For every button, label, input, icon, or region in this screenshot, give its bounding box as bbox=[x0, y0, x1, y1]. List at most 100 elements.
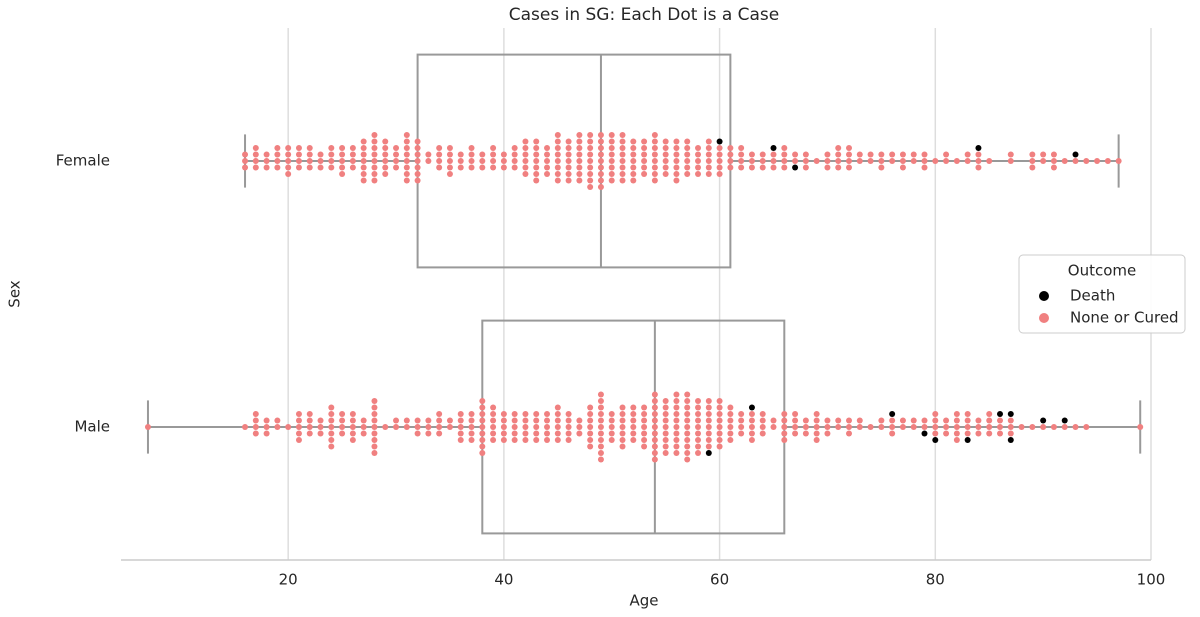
case-dot bbox=[727, 404, 734, 411]
case-dot bbox=[565, 177, 572, 184]
case-dot bbox=[382, 171, 389, 177]
case-dot bbox=[425, 158, 432, 164]
case-dot bbox=[479, 443, 486, 450]
case-dot bbox=[393, 417, 400, 424]
case-dot bbox=[846, 158, 853, 164]
case-dot bbox=[975, 158, 982, 164]
case-dot bbox=[846, 145, 853, 151]
case-dot bbox=[587, 411, 594, 417]
case-dot bbox=[468, 430, 475, 437]
case-dot bbox=[597, 184, 604, 190]
case-dot bbox=[651, 430, 658, 437]
case-dot bbox=[846, 417, 853, 424]
legend-label: Death bbox=[1070, 287, 1115, 305]
case-dot bbox=[306, 145, 313, 151]
case-dot bbox=[975, 145, 982, 151]
case-dot bbox=[608, 151, 615, 158]
legend-label: None or Cured bbox=[1070, 309, 1179, 327]
case-dot bbox=[295, 411, 302, 417]
case-dot bbox=[684, 398, 691, 404]
case-dot bbox=[371, 171, 378, 177]
case-dot bbox=[554, 417, 561, 424]
case-dot bbox=[695, 417, 702, 424]
case-dot bbox=[953, 158, 960, 164]
case-dot bbox=[252, 424, 259, 430]
case-dot bbox=[824, 424, 831, 430]
case-dot bbox=[371, 177, 378, 184]
case-dot bbox=[619, 404, 626, 411]
case-dot bbox=[587, 138, 594, 145]
case-dot bbox=[630, 171, 637, 177]
case-dot bbox=[716, 164, 723, 171]
case-dot bbox=[554, 171, 561, 177]
case-dot bbox=[770, 424, 777, 430]
case-dot bbox=[813, 437, 820, 443]
case-dot bbox=[490, 424, 497, 430]
case-dot bbox=[651, 391, 658, 398]
case-dot bbox=[533, 424, 540, 430]
case-dot bbox=[802, 424, 809, 430]
case-dot bbox=[597, 177, 604, 184]
case-dot bbox=[554, 424, 561, 430]
case-dot bbox=[565, 424, 572, 430]
case-dot bbox=[371, 437, 378, 443]
case-dot bbox=[684, 411, 691, 417]
case-dot bbox=[748, 424, 755, 430]
case-dot bbox=[748, 430, 755, 437]
case-dot bbox=[468, 158, 475, 164]
case-dot bbox=[414, 164, 421, 171]
case-dot bbox=[371, 151, 378, 158]
case-dot bbox=[943, 151, 950, 158]
case-dot bbox=[382, 424, 389, 430]
case-dot bbox=[339, 145, 346, 151]
case-dot bbox=[802, 164, 809, 171]
case-dot bbox=[479, 450, 486, 456]
case-dot bbox=[964, 411, 971, 417]
case-dot bbox=[910, 417, 917, 424]
case-dot bbox=[651, 158, 658, 164]
case-dot bbox=[597, 171, 604, 177]
case-dot bbox=[813, 158, 820, 164]
case-dot bbox=[554, 177, 561, 184]
case-dot bbox=[339, 151, 346, 158]
case-dot bbox=[651, 171, 658, 177]
case-dot bbox=[1007, 430, 1014, 437]
case-dot bbox=[597, 164, 604, 171]
case-dot bbox=[349, 430, 356, 437]
case-dot bbox=[953, 417, 960, 424]
case-dot bbox=[910, 424, 917, 430]
case-dot bbox=[824, 151, 831, 158]
case-dot bbox=[403, 145, 410, 151]
case-dot bbox=[576, 424, 583, 430]
case-dot bbox=[1007, 424, 1014, 430]
case-dot bbox=[759, 417, 766, 424]
case-dot bbox=[446, 151, 453, 158]
case-dot bbox=[651, 138, 658, 145]
case-dot bbox=[479, 424, 486, 430]
case-dot bbox=[813, 424, 820, 430]
case-dot bbox=[716, 404, 723, 411]
case-dot bbox=[619, 132, 626, 138]
case-dot bbox=[339, 411, 346, 417]
case-dot bbox=[716, 430, 723, 437]
case-dot bbox=[252, 145, 259, 151]
case-dot bbox=[781, 417, 788, 424]
case-dot bbox=[393, 151, 400, 158]
case-dot bbox=[414, 417, 421, 424]
case-dot bbox=[533, 437, 540, 443]
case-dot bbox=[306, 151, 313, 158]
case-dot bbox=[252, 151, 259, 158]
case-dot bbox=[328, 404, 335, 411]
case-dot bbox=[630, 151, 637, 158]
case-dot bbox=[457, 417, 464, 424]
case-dot bbox=[651, 443, 658, 450]
case-dot bbox=[619, 145, 626, 151]
case-dot bbox=[295, 158, 302, 164]
case-dot bbox=[382, 158, 389, 164]
case-dot bbox=[414, 424, 421, 430]
case-dot bbox=[393, 424, 400, 430]
case-dot bbox=[748, 151, 755, 158]
case-dot bbox=[587, 184, 594, 190]
case-dot bbox=[705, 411, 712, 417]
case-dot bbox=[738, 164, 745, 171]
